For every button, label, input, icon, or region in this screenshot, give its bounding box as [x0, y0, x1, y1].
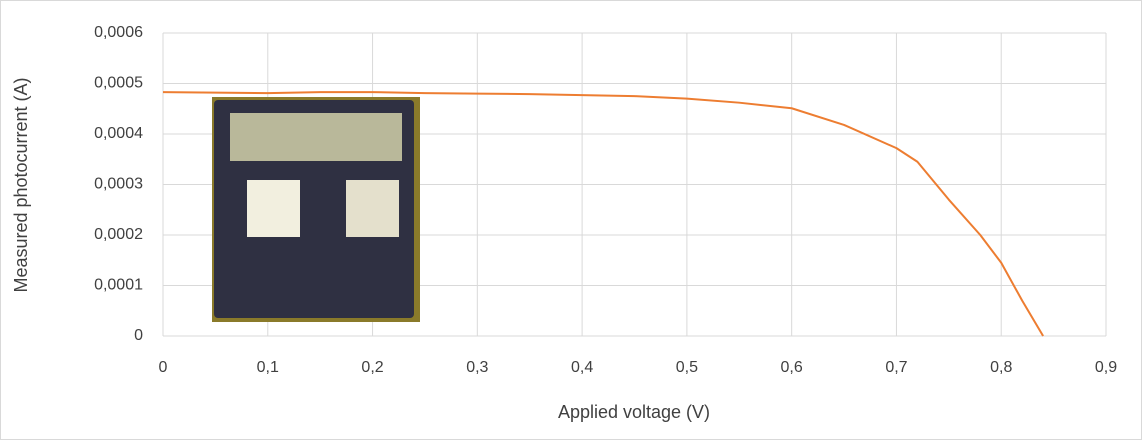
y-tick-label: 0,0001: [94, 277, 143, 294]
x-tick-label: 0,5: [676, 359, 698, 376]
y-tick-label: 0,0004: [94, 125, 143, 142]
y-axis-title: Measured photocurrent (A): [11, 77, 31, 292]
chart: Applied voltage (V) Measured photocurren…: [0, 0, 1143, 441]
x-axis-title: Applied voltage (V): [558, 402, 710, 422]
x-tick-label: 0,1: [257, 359, 279, 376]
x-tick-label: 0,7: [885, 359, 907, 376]
y-tick-label: 0,0005: [94, 75, 143, 92]
device-contact: [346, 180, 399, 237]
device-contact: [247, 180, 300, 237]
x-tick-label: 0: [159, 359, 168, 376]
y-tick-label: 0,0003: [94, 176, 143, 193]
y-tick-label: 0,0002: [94, 226, 143, 243]
x-tick-label: 0,2: [361, 359, 383, 376]
y-tick-label: 0: [134, 327, 143, 344]
x-tick-label: 0,4: [571, 359, 593, 376]
x-tick-label: 0,3: [466, 359, 488, 376]
x-tick-label: 0,9: [1095, 359, 1117, 376]
x-tick-label: 0,8: [990, 359, 1012, 376]
inset-photo: [212, 97, 420, 322]
x-tick-label: 0,6: [781, 359, 803, 376]
device-top-strip: [230, 113, 402, 161]
y-tick-label: 0,0006: [94, 24, 143, 41]
